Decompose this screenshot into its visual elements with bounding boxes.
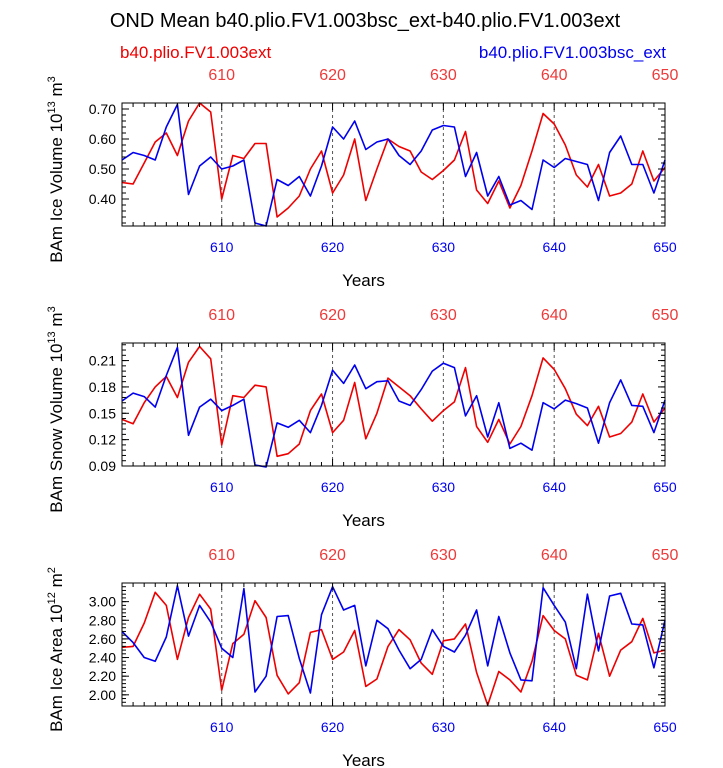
panel-2: 610 610 620 620 630 630 640 640 650 650 0.09 0.12 0.…: [46, 306, 678, 530]
chart-title: OND Mean b40.plio.FV1.003bsc_ext-b40.pli…: [110, 10, 621, 32]
x-tick-label-bottom: 650: [653, 719, 677, 735]
y-tick-label: 2.80: [89, 612, 116, 628]
series-line-blue: [121, 584, 666, 694]
y-tick-label: 0.18: [89, 379, 116, 395]
y-tick-label: 0.09: [89, 458, 116, 474]
x-tick-label-bottom: 610: [210, 719, 234, 735]
series-line-red: [121, 591, 666, 706]
x-tick-label-top: 640: [541, 67, 568, 84]
panel-1: 610 610 620 620 630 630 640 640 650 650 0.40 0.50 0.…: [46, 67, 678, 290]
y-axis-title: BAm Snow Volume 1013 m3: [46, 306, 66, 512]
x-axis-title: Years: [342, 751, 385, 768]
series-line-red: [121, 345, 666, 458]
x-tick-label-bottom: 640: [543, 479, 567, 495]
y-tick-label: 0.12: [89, 432, 116, 448]
x-tick-label-top: 620: [319, 307, 346, 324]
x-tick-label-bottom: 640: [543, 719, 567, 735]
x-tick-label-top: 610: [208, 547, 235, 564]
x-tick-label-top: 650: [652, 67, 679, 84]
x-tick-label-top: 620: [319, 67, 346, 84]
x-axis-title: Years: [342, 271, 385, 290]
x-tick-label-bottom: 620: [321, 479, 345, 495]
x-tick-label-top: 630: [430, 67, 457, 84]
y-tick-label: 2.60: [89, 631, 116, 647]
legend-entry-red: b40.plio.FV1.003ext: [120, 43, 271, 62]
y-tick-label: 0.50: [89, 161, 116, 177]
x-tick-label-bottom: 620: [321, 239, 345, 255]
x-tick-label-top: 630: [430, 307, 457, 324]
plot-frame: [121, 342, 666, 467]
y-tick-label: 0.70: [89, 101, 116, 117]
series-line-red: [121, 102, 666, 218]
y-tick-label: 0.21: [89, 353, 116, 369]
x-tick-label-bottom: 650: [653, 479, 677, 495]
x-tick-label-top: 640: [541, 547, 568, 564]
x-tick-label-top: 640: [541, 307, 568, 324]
y-tick-label: 2.20: [89, 668, 116, 684]
x-tick-label-top: 610: [208, 307, 235, 324]
x-tick-label-bottom: 640: [543, 239, 567, 255]
x-tick-label-bottom: 610: [210, 239, 234, 255]
x-tick-label-top: 630: [430, 547, 457, 564]
y-tick-label: 0.60: [89, 131, 116, 147]
x-tick-label-bottom: 620: [321, 719, 345, 735]
chart-panels: 610 610 620 620 630 630 640 640 650 650 0.40 0.50 0.…: [46, 67, 678, 768]
x-tick-label-bottom: 630: [432, 719, 456, 735]
x-tick-label-bottom: 610: [210, 479, 234, 495]
y-tick-label: 2.40: [89, 650, 116, 666]
y-axis-title: BAm Ice Area 1012 m2: [46, 567, 66, 732]
x-tick-label-bottom: 630: [432, 239, 456, 255]
x-tick-label-top: 650: [652, 307, 679, 324]
series-line-blue: [121, 103, 666, 227]
legend-entry-blue: b40.plio.FV1.003bsc_ext: [479, 43, 666, 62]
x-tick-label-top: 650: [652, 547, 679, 564]
x-tick-label-bottom: 630: [432, 479, 456, 495]
plot-frame: [121, 582, 666, 707]
panel-3: 610 610 620 620 630 630 640 640 650 650 2.00 2.20 2.…: [46, 547, 678, 768]
series-line-blue: [121, 346, 666, 468]
plot-frame: [121, 102, 666, 227]
x-tick-label-top: 620: [319, 547, 346, 564]
y-tick-label: 0.15: [89, 405, 116, 421]
y-axis-title: BAm Ice Volume 1013 m3: [46, 76, 66, 263]
x-tick-label-top: 610: [208, 67, 235, 84]
x-axis-title: Years: [342, 511, 385, 530]
y-tick-label: 2.00: [89, 687, 116, 703]
y-tick-label: 0.40: [89, 191, 116, 207]
x-tick-label-bottom: 650: [653, 239, 677, 255]
y-tick-label: 3.00: [89, 594, 116, 610]
